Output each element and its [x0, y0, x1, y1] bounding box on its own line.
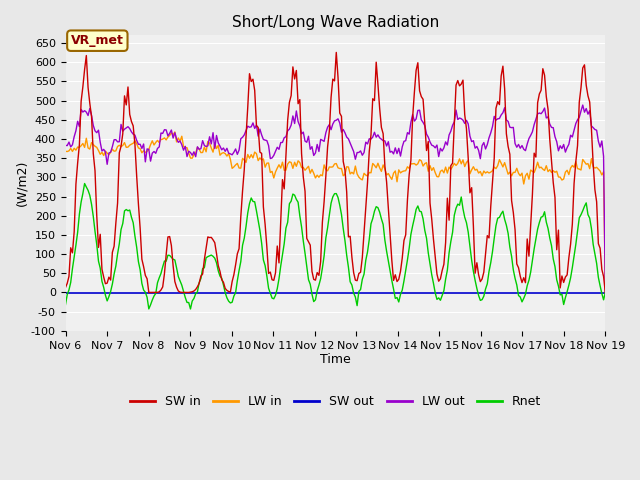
Text: VR_met: VR_met: [71, 34, 124, 47]
Title: Short/Long Wave Radiation: Short/Long Wave Radiation: [232, 15, 439, 30]
X-axis label: Time: Time: [320, 353, 351, 366]
Y-axis label: (W/m2): (W/m2): [15, 160, 28, 206]
Legend: SW in, LW in, SW out, LW out, Rnet: SW in, LW in, SW out, LW out, Rnet: [125, 390, 546, 413]
